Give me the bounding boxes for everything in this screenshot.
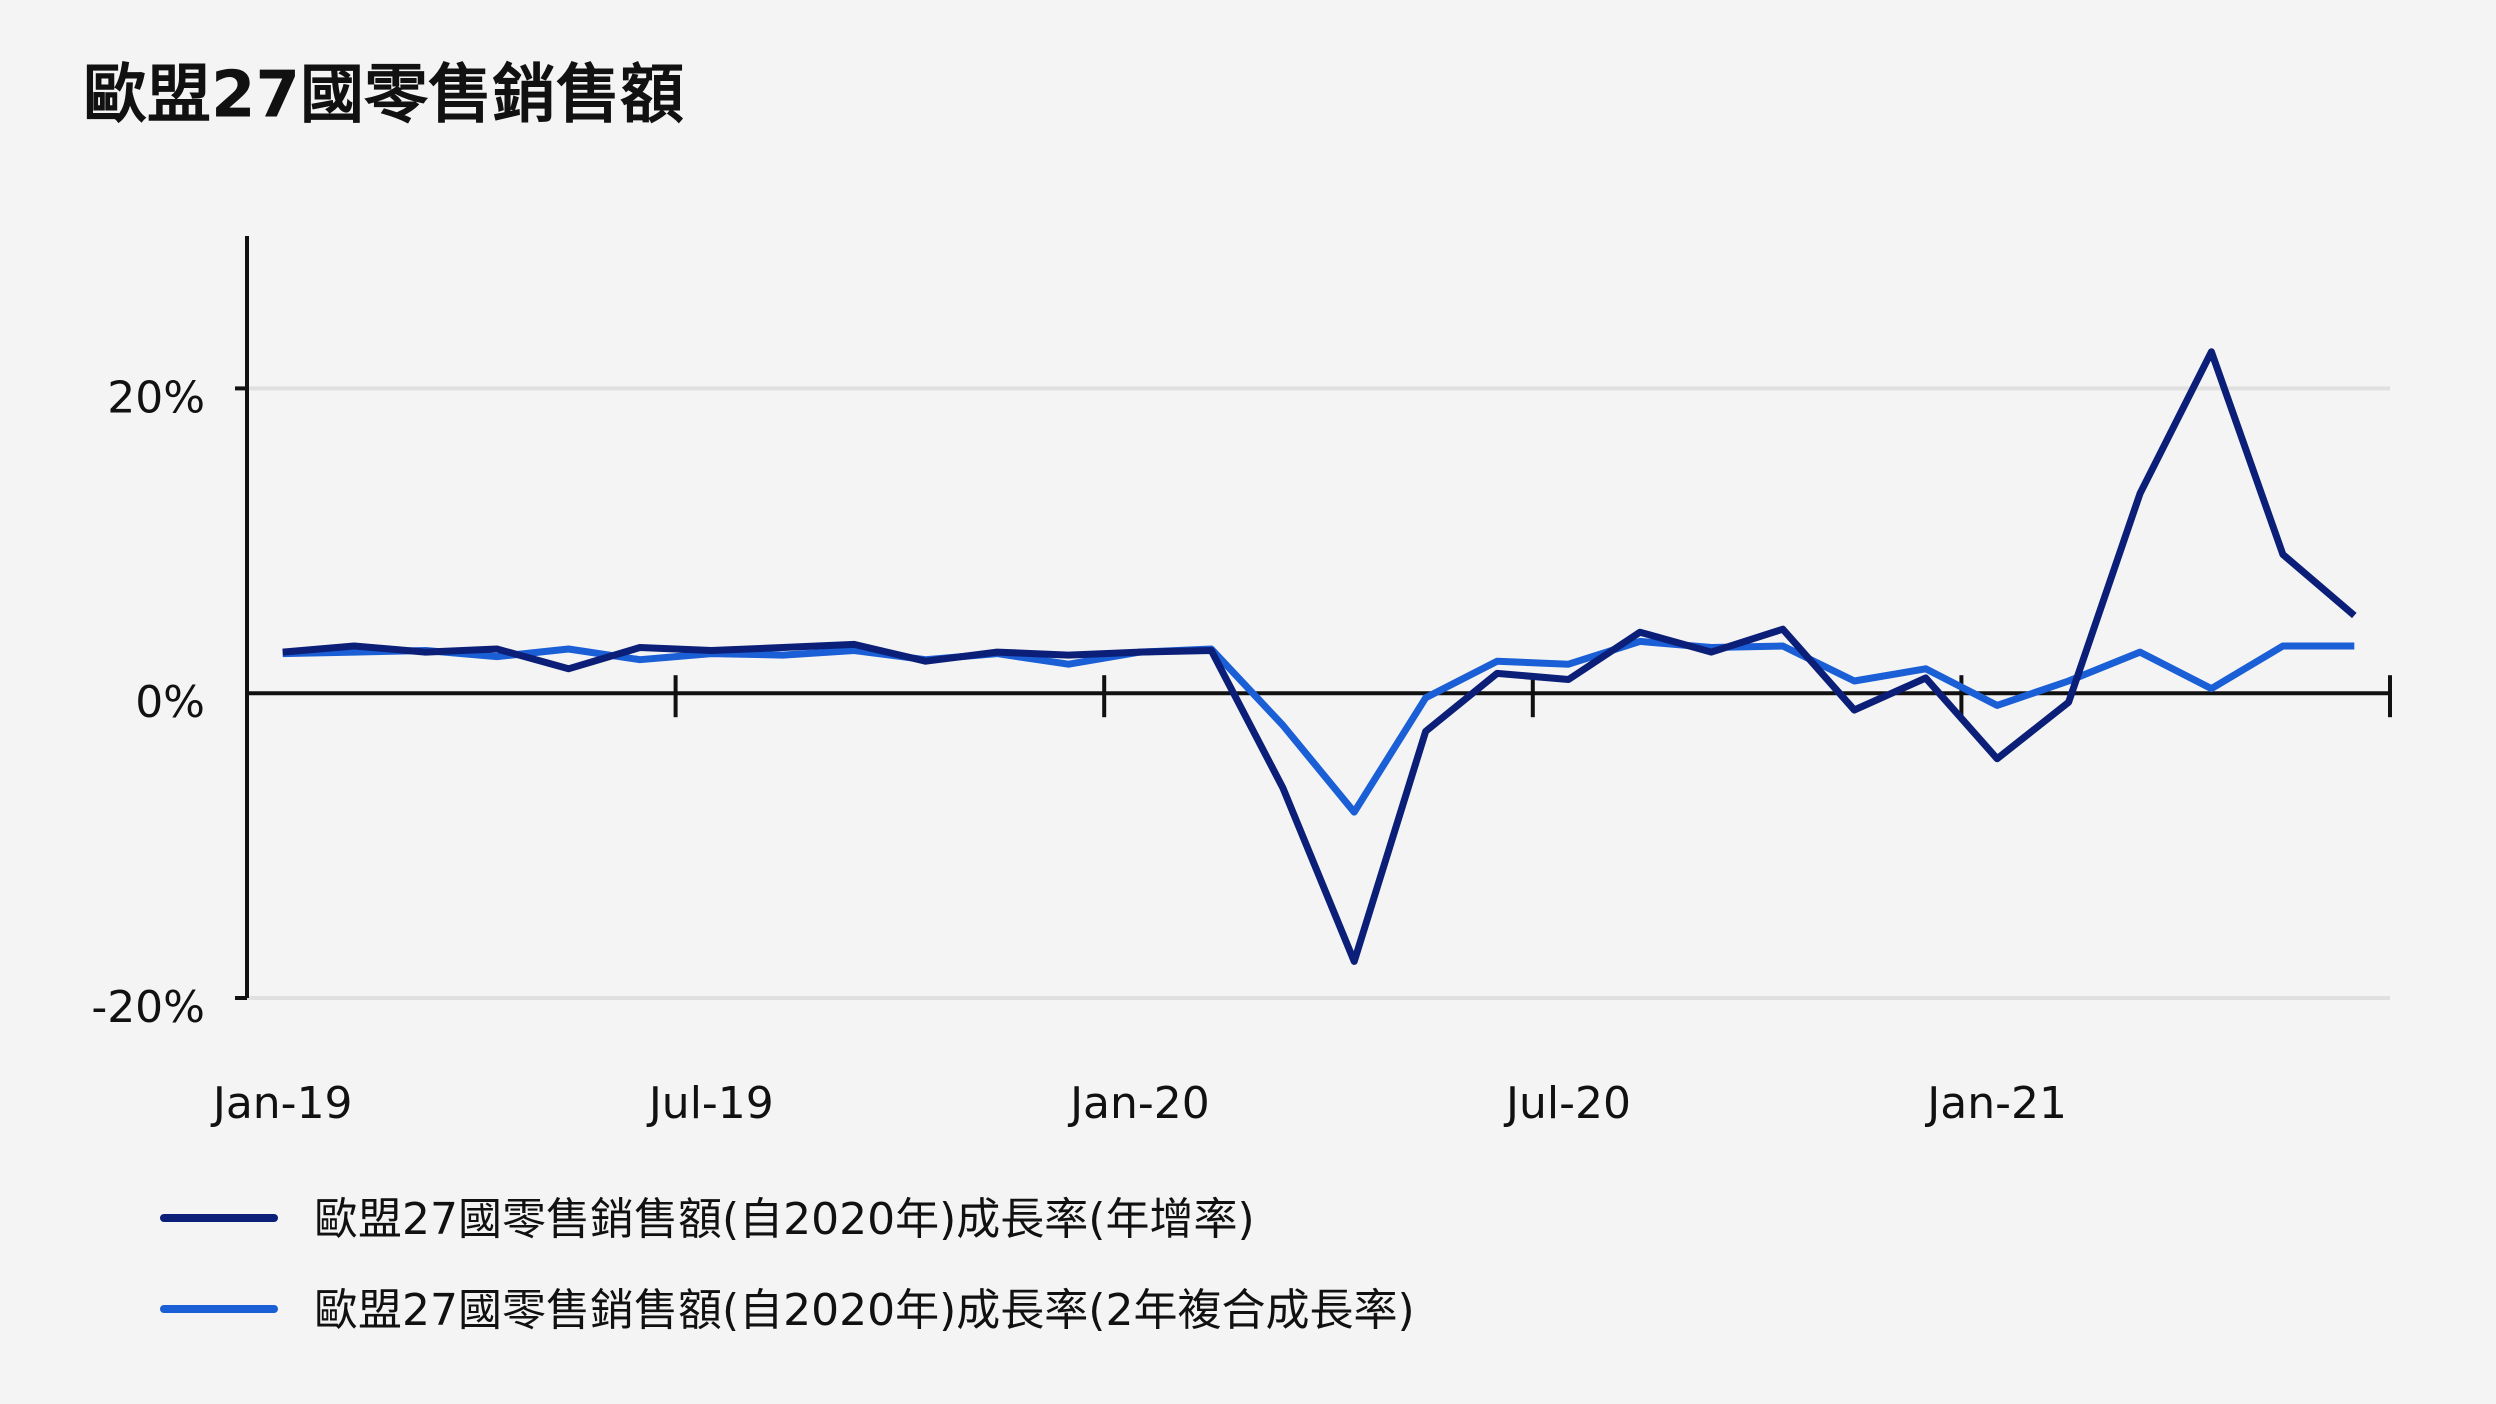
y-tick-label: 0% [135, 677, 205, 728]
y-tick-label: -20% [91, 982, 205, 1033]
x-tick-label: Jul-20 [1503, 1078, 1631, 1129]
legend-label: 歐盟27國零售銷售額(自2020年)成長率(年增率) [314, 1194, 1255, 1245]
x-tick-label: Jan-20 [1067, 1078, 1210, 1129]
series-line [282, 348, 2357, 965]
x-tick-label: Jul-19 [646, 1078, 774, 1129]
series-line [282, 637, 2355, 816]
y-tick-label: 20% [107, 372, 205, 423]
chart-title: 歐盟27國零售銷售額 [83, 59, 684, 133]
x-tick-label: Jan-19 [210, 1078, 353, 1129]
x-tick-label: Jan-21 [1924, 1078, 2067, 1129]
legend-label: 歐盟27國零售銷售額(自2020年)成長率(2年複合成長率) [314, 1285, 1415, 1336]
